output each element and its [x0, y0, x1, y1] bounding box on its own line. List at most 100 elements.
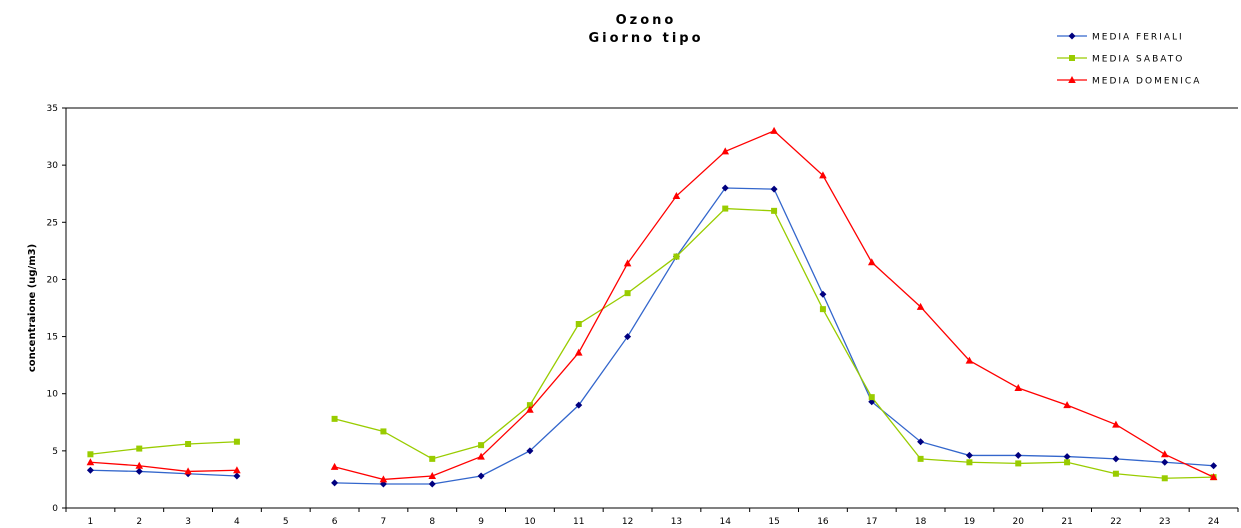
data-point [917, 438, 925, 446]
data-point [917, 455, 924, 462]
legend-marker [1068, 76, 1076, 83]
series-line [334, 187, 1214, 485]
x-tick-label: 4 [234, 517, 240, 527]
data-point [819, 290, 827, 298]
data-point [477, 452, 485, 460]
y-tick-label: 20 [47, 275, 59, 285]
data-point [771, 207, 778, 214]
data-point [819, 306, 826, 313]
chart-subtitle: Giorno tipo [588, 31, 703, 46]
data-point [135, 467, 143, 475]
x-tick-label: 18 [915, 517, 927, 527]
data-point [966, 459, 973, 466]
chart-axes [65, 107, 1238, 509]
data-point [624, 333, 632, 341]
x-tick-label: 16 [817, 517, 829, 527]
data-point [233, 466, 241, 474]
legend-label: MEDIA SABATO [1092, 55, 1184, 65]
y-tick-label: 25 [47, 218, 58, 228]
series-line [334, 130, 1214, 481]
data-point [135, 461, 144, 469]
x-tick-label: 15 [768, 517, 779, 527]
x-tick-label: 7 [381, 517, 387, 527]
data-point [1063, 401, 1071, 409]
y-tick-label: 35 [47, 104, 58, 114]
x-tick-label: 12 [622, 517, 633, 527]
series-media-sabato [87, 205, 1217, 482]
x-ticks: 1 2 3 4 5 6 7 8 9 10 11 12 13 14 15 16 17 18 19 20 21 22 23 24 [65, 508, 1239, 527]
legend-marker [1069, 55, 1075, 61]
chart-legend: MEDIA FERIALI MEDIA SABATO MEDIA DOMENICA [1057, 32, 1201, 87]
data-point [1160, 450, 1169, 458]
y-tick-label: 15 [47, 333, 58, 343]
data-point [87, 451, 94, 458]
data-point [428, 480, 436, 488]
data-point [331, 479, 339, 487]
x-tick-label: 24 [1208, 517, 1220, 527]
x-tick-label: 13 [671, 517, 682, 527]
legend-marker [1068, 32, 1076, 40]
data-point [1014, 384, 1023, 391]
data-point [429, 455, 436, 462]
series-layer [86, 126, 1218, 488]
data-point [575, 401, 583, 409]
data-point [722, 205, 729, 212]
x-tick-label: 6 [332, 517, 338, 527]
data-point [1112, 455, 1120, 463]
x-tick-label: 23 [1159, 517, 1170, 527]
x-tick-label: 17 [866, 517, 877, 527]
legend-label: MEDIA DOMENICA [1092, 77, 1201, 87]
x-tick-label: 9 [478, 517, 484, 527]
data-point [526, 447, 534, 455]
data-point [478, 442, 485, 449]
x-tick-label: 3 [185, 517, 191, 527]
data-point [1210, 462, 1218, 470]
data-point [330, 462, 339, 470]
data-point [1161, 458, 1169, 466]
data-point [477, 472, 485, 480]
data-point [1161, 475, 1168, 482]
data-point [86, 458, 95, 466]
series-media-domenica [86, 126, 1218, 483]
series-line [90, 441, 237, 455]
x-tick-label: 5 [283, 517, 289, 527]
x-tick-label: 21 [1061, 517, 1072, 527]
y-tick-label: 10 [47, 390, 59, 400]
x-tick-label: 2 [136, 517, 142, 527]
data-point [184, 467, 192, 475]
data-point [770, 185, 778, 193]
x-tick-label: 22 [1110, 517, 1121, 527]
chart-title: Ozono [616, 13, 677, 28]
data-point [1014, 451, 1022, 459]
data-point [916, 302, 925, 310]
data-point [721, 147, 730, 155]
x-tick-label: 11 [573, 517, 584, 527]
data-point [867, 258, 876, 266]
y-ticks: 0 5 10 15 20 25 30 35 [47, 104, 66, 514]
data-point [1209, 473, 1218, 481]
data-point [185, 441, 192, 447]
data-point [1015, 460, 1022, 467]
series-line [90, 469, 237, 477]
data-point [1063, 453, 1071, 461]
y-axis-label: concentraione (ug/m3) [27, 244, 38, 372]
x-tick-label: 1 [88, 517, 94, 527]
x-tick-label: 20 [1013, 517, 1025, 527]
data-point [1064, 459, 1071, 466]
data-point [86, 466, 94, 474]
y-tick-label: 5 [52, 447, 58, 457]
data-point [965, 356, 974, 364]
data-point [233, 472, 241, 480]
data-point [331, 415, 338, 422]
data-point [868, 394, 875, 401]
series-line [334, 207, 1214, 479]
data-point [526, 405, 534, 413]
data-point [673, 253, 680, 260]
data-point [1112, 470, 1119, 477]
data-point [574, 348, 583, 356]
series-line [90, 461, 237, 473]
series-media-feriali [86, 184, 1218, 488]
data-point [624, 290, 631, 297]
x-tick-label: 10 [524, 517, 536, 527]
